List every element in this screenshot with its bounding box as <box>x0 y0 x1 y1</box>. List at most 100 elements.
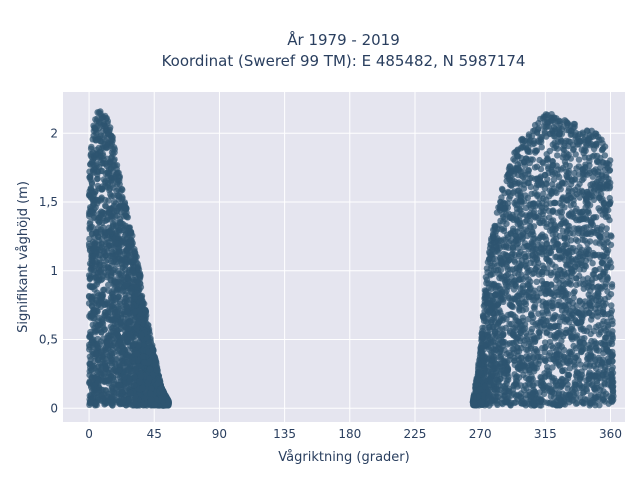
data-point <box>551 170 559 177</box>
data-point <box>571 288 578 295</box>
data-point <box>521 171 529 179</box>
data-point <box>124 308 131 315</box>
data-point <box>539 204 546 211</box>
data-point <box>120 396 127 403</box>
data-point <box>100 248 108 255</box>
data-point <box>107 216 114 223</box>
data-point <box>541 287 548 294</box>
data-point <box>520 185 528 192</box>
data-point <box>606 358 613 365</box>
data-point <box>98 348 105 355</box>
data-point <box>605 321 612 329</box>
data-point <box>488 319 495 326</box>
data-point <box>504 366 511 374</box>
data-point <box>115 227 123 234</box>
data-point <box>505 376 512 383</box>
data-point <box>571 386 578 393</box>
data-point <box>107 357 114 365</box>
data-point <box>504 341 511 348</box>
data-point <box>573 281 580 289</box>
data-point <box>86 275 94 283</box>
data-point <box>600 302 607 309</box>
data-point <box>559 227 567 235</box>
data-point <box>146 375 153 382</box>
data-point <box>99 317 106 324</box>
data-point <box>573 374 580 381</box>
data-point <box>92 242 99 250</box>
data-point <box>536 156 543 164</box>
data-point <box>104 169 111 176</box>
data-point <box>529 270 536 278</box>
data-point <box>582 257 590 265</box>
data-point <box>603 225 610 232</box>
data-point <box>122 261 129 268</box>
data-point <box>115 186 122 193</box>
data-point <box>538 144 545 151</box>
data-point <box>553 242 560 249</box>
data-point <box>531 365 538 372</box>
data-point <box>605 330 613 337</box>
data-point <box>130 382 138 389</box>
data-point <box>571 363 578 370</box>
data-point <box>580 170 587 177</box>
data-point <box>586 238 594 245</box>
data-point <box>113 222 120 229</box>
data-point <box>493 262 501 269</box>
data-point <box>128 303 135 311</box>
data-point <box>569 397 576 404</box>
data-point <box>508 297 515 305</box>
data-point <box>597 234 604 241</box>
data-point <box>558 337 565 345</box>
data-point <box>96 360 104 367</box>
data-point <box>110 163 117 170</box>
data-point <box>139 353 147 360</box>
data-point <box>545 322 553 329</box>
data-point <box>522 330 530 337</box>
data-point <box>126 244 133 251</box>
data-point <box>138 331 145 338</box>
data-point <box>131 374 138 381</box>
data-point <box>549 217 557 224</box>
data-point <box>111 366 118 373</box>
data-point <box>506 356 513 364</box>
data-point <box>597 339 605 347</box>
data-point <box>114 303 122 310</box>
data-point <box>127 389 134 397</box>
data-point <box>553 276 560 284</box>
data-point <box>88 296 95 304</box>
data-point <box>130 398 138 405</box>
data-point <box>127 230 135 237</box>
data-point <box>554 152 561 159</box>
data-point <box>96 256 104 263</box>
data-point <box>146 366 154 373</box>
data-point <box>602 174 610 181</box>
data-point <box>602 213 609 221</box>
data-point <box>104 256 112 263</box>
data-point <box>584 245 591 252</box>
data-point <box>565 212 572 219</box>
data-point <box>515 265 522 273</box>
data-point <box>102 196 109 204</box>
data-point <box>509 250 516 257</box>
data-point <box>87 150 95 158</box>
data-point <box>527 259 534 266</box>
data-point <box>126 251 133 259</box>
data-point <box>596 386 604 394</box>
data-point <box>566 348 574 355</box>
data-point <box>119 361 126 368</box>
data-point <box>135 318 142 325</box>
data-point <box>101 355 108 363</box>
data-point <box>120 303 127 310</box>
data-point <box>532 302 539 309</box>
data-point <box>116 382 123 389</box>
data-point <box>134 290 141 297</box>
data-point <box>104 332 112 339</box>
data-point <box>557 208 564 215</box>
data-point <box>98 298 105 305</box>
data-point <box>105 377 113 384</box>
data-point <box>544 165 552 172</box>
data-point <box>547 331 554 339</box>
data-point <box>608 302 615 309</box>
data-point <box>132 308 139 315</box>
data-point <box>539 309 546 316</box>
